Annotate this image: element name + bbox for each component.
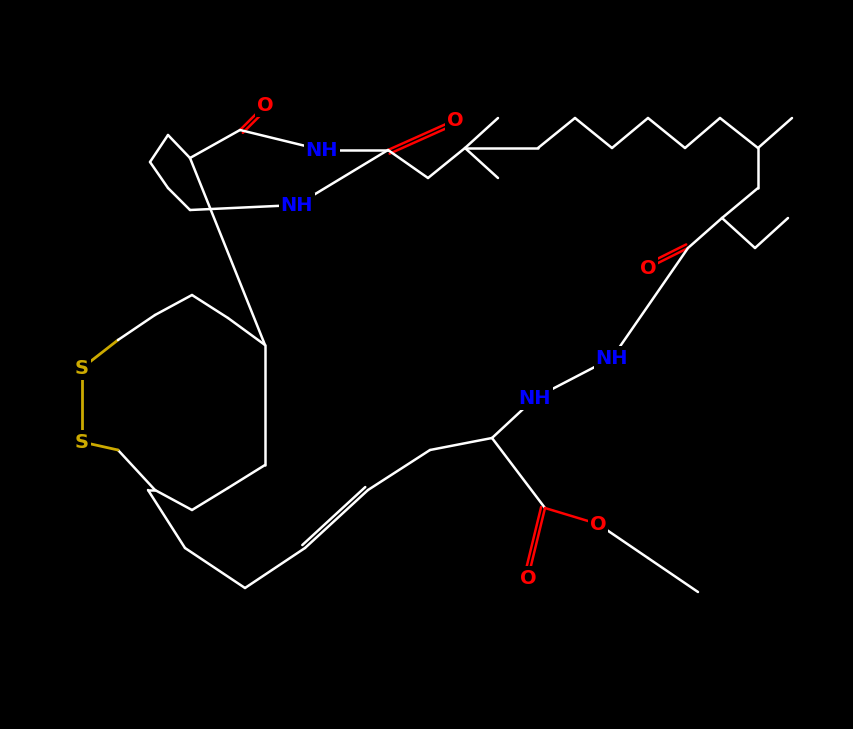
Text: O: O [257,95,273,114]
Text: O: O [446,111,463,130]
Text: NH: NH [305,141,338,160]
Text: S: S [75,432,89,451]
Text: O: O [519,569,536,588]
Text: NH: NH [595,348,628,367]
Text: S: S [75,359,89,378]
Text: O: O [639,259,656,278]
Text: O: O [589,515,606,534]
Text: NH: NH [281,195,313,214]
Text: NH: NH [518,389,550,408]
